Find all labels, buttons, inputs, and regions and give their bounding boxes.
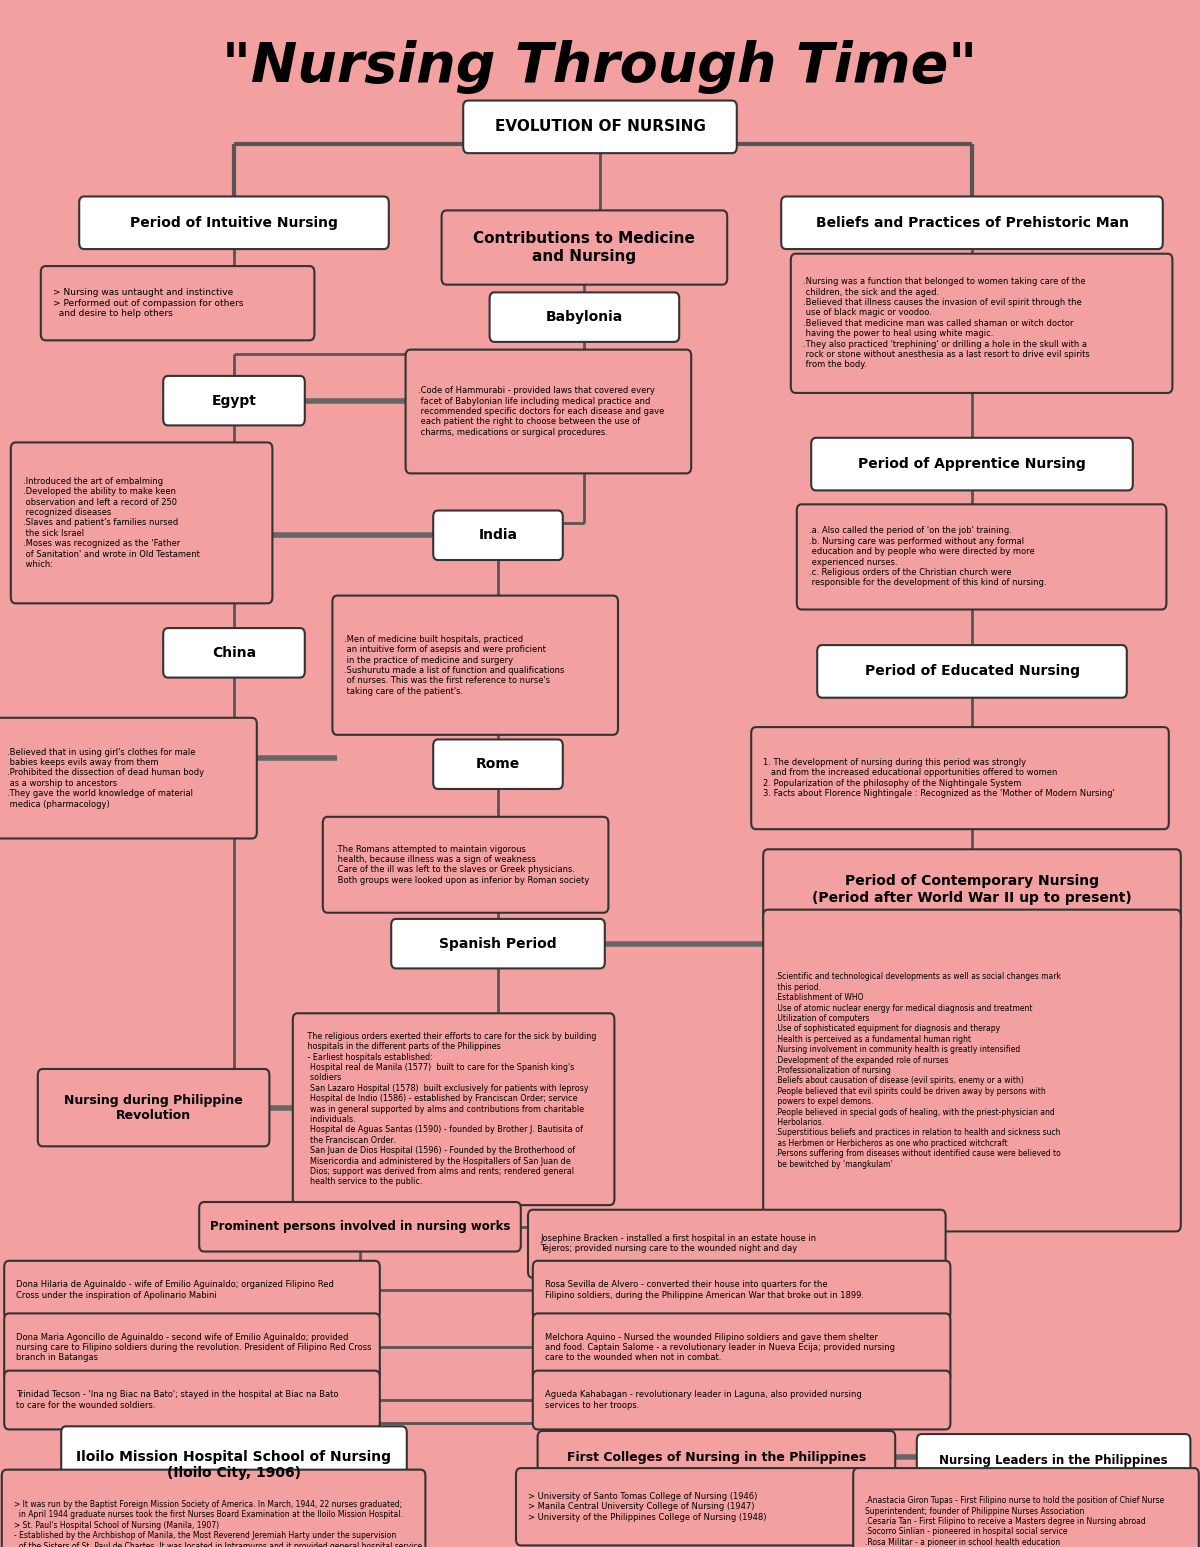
FancyBboxPatch shape	[811, 438, 1133, 490]
FancyBboxPatch shape	[5, 1261, 379, 1320]
FancyBboxPatch shape	[0, 718, 257, 838]
FancyBboxPatch shape	[853, 1468, 1199, 1547]
FancyBboxPatch shape	[533, 1313, 950, 1381]
Text: Rosa Sevilla de Alvero - converted their house into quarters for the
Filipino so: Rosa Sevilla de Alvero - converted their…	[545, 1281, 864, 1299]
FancyBboxPatch shape	[406, 350, 691, 473]
FancyBboxPatch shape	[391, 919, 605, 968]
FancyBboxPatch shape	[79, 196, 389, 249]
FancyBboxPatch shape	[528, 1210, 946, 1278]
FancyBboxPatch shape	[463, 101, 737, 153]
Text: Contributions to Medicine
and Nursing: Contributions to Medicine and Nursing	[474, 232, 695, 263]
FancyBboxPatch shape	[791, 254, 1172, 393]
Text: Period of Intuitive Nursing: Period of Intuitive Nursing	[130, 215, 338, 231]
FancyBboxPatch shape	[516, 1468, 862, 1545]
Text: .Nursing was a function that belonged to women taking care of the
 children, the: .Nursing was a function that belonged to…	[803, 277, 1090, 370]
FancyBboxPatch shape	[61, 1426, 407, 1504]
Text: Period of Apprentice Nursing: Period of Apprentice Nursing	[858, 456, 1086, 472]
Text: India: India	[479, 528, 517, 543]
Text: Spanish Period: Spanish Period	[439, 936, 557, 951]
Text: Iloilo Mission Hospital School of Nursing
(Iloilo City, 1906): Iloilo Mission Hospital School of Nursin…	[77, 1450, 391, 1480]
Text: Melchora Aquino - Nursed the wounded Filipino soldiers and gave them shelter
and: Melchora Aquino - Nursed the wounded Fil…	[545, 1332, 895, 1363]
Text: Egypt: Egypt	[211, 393, 257, 408]
Text: Trinidad Tecson - 'Ina ng Biac na Bato'; stayed in the hospital at Biac na Bato
: Trinidad Tecson - 'Ina ng Biac na Bato';…	[17, 1391, 338, 1409]
Text: .Introduced the art of embalming
.Developed the ability to make keen
 observatio: .Introduced the art of embalming .Develo…	[23, 476, 199, 569]
Text: EVOLUTION OF NURSING: EVOLUTION OF NURSING	[494, 119, 706, 135]
Text: 1. The development of nursing during this period was strongly
   and from the in: 1. The development of nursing during thi…	[763, 758, 1115, 798]
Text: > University of Santo Tomas College of Nursing (1946)
> Manila Central Universit: > University of Santo Tomas College of N…	[528, 1491, 767, 1522]
FancyBboxPatch shape	[5, 1371, 379, 1429]
Text: .a. Also called the period of 'on the job' training.
.b. Nursing care was perfor: .a. Also called the period of 'on the jo…	[809, 526, 1046, 588]
FancyBboxPatch shape	[797, 504, 1166, 610]
Text: Nursing during Philippine
Revolution: Nursing during Philippine Revolution	[65, 1094, 242, 1122]
FancyBboxPatch shape	[11, 442, 272, 603]
Text: Rome: Rome	[476, 756, 520, 772]
Text: "Nursing Through Time": "Nursing Through Time"	[222, 40, 978, 93]
FancyBboxPatch shape	[490, 292, 679, 342]
Text: .Scientific and technological developments as well as social changes mark
 this : .Scientific and technological developmen…	[775, 973, 1061, 1168]
FancyBboxPatch shape	[763, 849, 1181, 930]
Text: Period of Educated Nursing: Period of Educated Nursing	[864, 664, 1080, 679]
Text: .Code of Hammurabi - provided laws that covered every
 facet of Babylonian life : .Code of Hammurabi - provided laws that …	[418, 387, 664, 436]
FancyBboxPatch shape	[817, 645, 1127, 698]
Text: > It was run by the Baptist Foreign Mission Society of America. In March, 1944, : > It was run by the Baptist Foreign Miss…	[14, 1501, 422, 1547]
FancyBboxPatch shape	[433, 739, 563, 789]
FancyBboxPatch shape	[2, 1470, 425, 1547]
Text: .Believed that in using girl's clothes for male
 babies keeps evils away from th: .Believed that in using girl's clothes f…	[7, 747, 204, 809]
FancyBboxPatch shape	[533, 1371, 950, 1429]
Text: First Colleges of Nursing in the Philippines: First Colleges of Nursing in the Philipp…	[566, 1451, 866, 1463]
Text: .The Romans attempted to maintain vigorous
 health, because illness was a sign o: .The Romans attempted to maintain vigoro…	[335, 845, 589, 885]
Text: > Nursing was untaught and instinctive
> Performed out of compassion for others
: > Nursing was untaught and instinctive >…	[53, 288, 244, 319]
Text: Dona Maria Agoncillo de Aguinaldo - second wife of Emilio Aguinaldo; provided
nu: Dona Maria Agoncillo de Aguinaldo - seco…	[17, 1332, 372, 1363]
Text: Babylonia: Babylonia	[546, 309, 623, 325]
Text: Nursing Leaders in the Philippines: Nursing Leaders in the Philippines	[940, 1454, 1168, 1467]
FancyBboxPatch shape	[293, 1013, 614, 1205]
FancyBboxPatch shape	[38, 1069, 270, 1146]
FancyBboxPatch shape	[781, 196, 1163, 249]
Text: Dona Hilaria de Aguinaldo - wife of Emilio Aguinaldo; organized Filipino Red
Cro: Dona Hilaria de Aguinaldo - wife of Emil…	[17, 1281, 334, 1299]
Text: The religious orders exerted their efforts to care for the sick by building
 hos: The religious orders exerted their effor…	[305, 1032, 596, 1187]
FancyBboxPatch shape	[751, 727, 1169, 829]
Text: Period of Contemporary Nursing
(Period after World War II up to present): Period of Contemporary Nursing (Period a…	[812, 874, 1132, 905]
Text: .Men of medicine built hospitals, practiced
 an intuitive form of asepsis and we: .Men of medicine built hospitals, practi…	[344, 634, 565, 696]
FancyBboxPatch shape	[442, 210, 727, 285]
FancyBboxPatch shape	[917, 1434, 1190, 1487]
Text: Beliefs and Practices of Prehistoric Man: Beliefs and Practices of Prehistoric Man	[816, 215, 1128, 231]
Text: Josephine Bracken - installed a first hospital in an estate house in
Tejeros; pr: Josephine Bracken - installed a first ho…	[540, 1235, 816, 1253]
FancyBboxPatch shape	[5, 1313, 379, 1381]
FancyBboxPatch shape	[41, 266, 314, 340]
Text: .Anastacia Giron Tupas - First Filipino nurse to hold the position of Chief Nurs: .Anastacia Giron Tupas - First Filipino …	[865, 1496, 1164, 1547]
FancyBboxPatch shape	[763, 910, 1181, 1231]
Text: Prominent persons involved in nursing works: Prominent persons involved in nursing wo…	[210, 1221, 510, 1233]
FancyBboxPatch shape	[433, 511, 563, 560]
Text: China: China	[212, 645, 256, 661]
FancyBboxPatch shape	[332, 596, 618, 735]
FancyBboxPatch shape	[199, 1202, 521, 1252]
FancyBboxPatch shape	[323, 817, 608, 913]
FancyBboxPatch shape	[533, 1261, 950, 1320]
FancyBboxPatch shape	[163, 376, 305, 425]
FancyBboxPatch shape	[163, 628, 305, 678]
FancyBboxPatch shape	[538, 1431, 895, 1484]
Text: Agueda Kahabagan - revolutionary leader in Laguna, also provided nursing
service: Agueda Kahabagan - revolutionary leader …	[545, 1391, 862, 1409]
